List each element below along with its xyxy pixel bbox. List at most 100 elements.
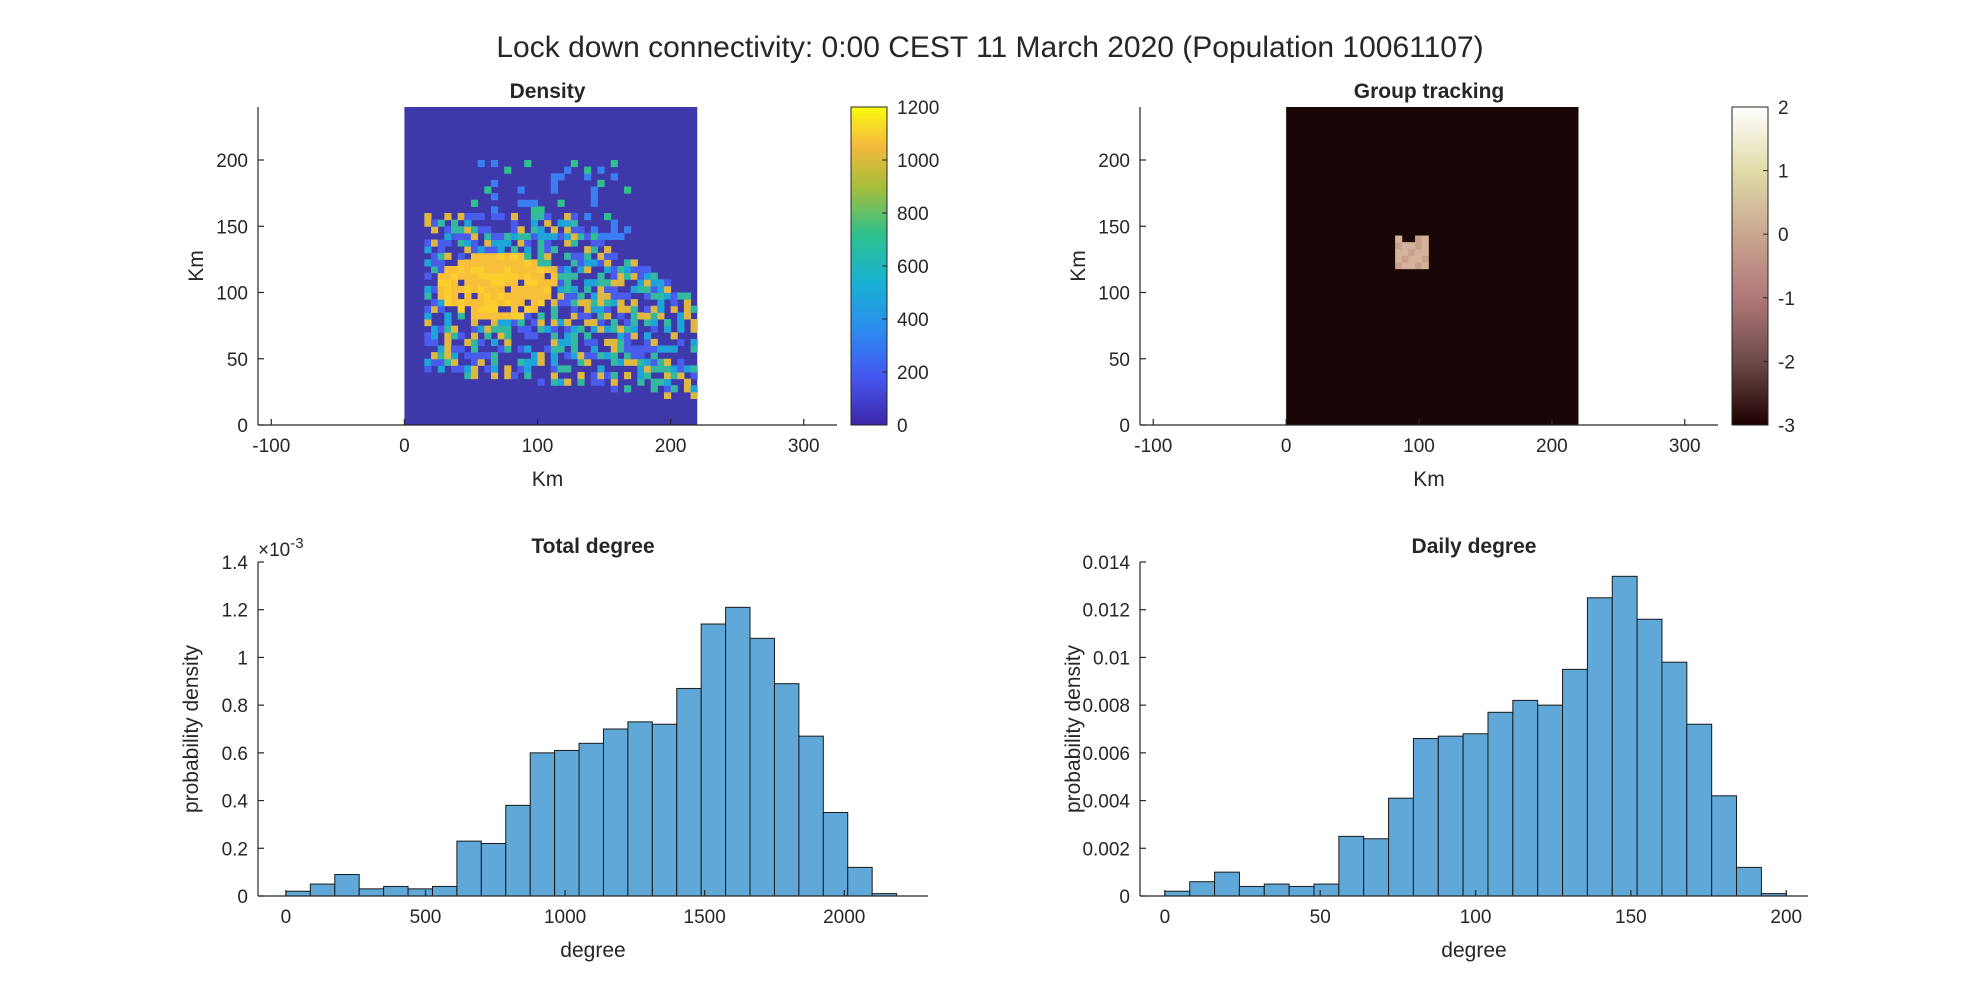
density-cell bbox=[663, 378, 672, 386]
density-cell bbox=[657, 292, 665, 300]
density-cell bbox=[470, 372, 479, 380]
density-cell bbox=[564, 378, 572, 386]
density-cell bbox=[537, 378, 545, 386]
density-cell bbox=[464, 213, 472, 221]
density-cell bbox=[510, 372, 519, 380]
y-tick-label: 0 bbox=[1119, 416, 1130, 437]
density-cell bbox=[437, 239, 445, 247]
density-cell bbox=[644, 332, 652, 340]
density-cell bbox=[670, 299, 678, 307]
density-cell bbox=[550, 312, 558, 320]
density-cell bbox=[517, 358, 525, 366]
x-tick-label: 200 bbox=[1536, 436, 1568, 457]
density-cell bbox=[617, 299, 625, 307]
total-degree-ylabel: probability density bbox=[180, 644, 203, 813]
density-cell bbox=[630, 266, 638, 274]
y-tick-label: 50 bbox=[227, 350, 248, 371]
density-cell bbox=[550, 378, 558, 386]
density-cell bbox=[464, 272, 472, 280]
density-cell bbox=[477, 160, 485, 168]
density-cell bbox=[577, 378, 585, 386]
histogram-bar bbox=[480, 843, 507, 897]
total-degree-bars bbox=[285, 606, 898, 897]
density-cell bbox=[524, 372, 532, 380]
density-cell bbox=[537, 232, 545, 240]
density-cell bbox=[451, 332, 459, 340]
density-cell bbox=[624, 266, 632, 274]
density-cell bbox=[464, 352, 472, 360]
histogram-bar bbox=[749, 637, 775, 897]
density-cell bbox=[550, 173, 558, 181]
density-cell bbox=[570, 292, 578, 300]
density-cell bbox=[470, 272, 479, 280]
histogram-bar bbox=[1487, 711, 1514, 897]
density-cell bbox=[477, 266, 485, 274]
histogram-bar bbox=[1586, 597, 1613, 897]
density-cell bbox=[550, 232, 558, 240]
group-cell bbox=[1401, 248, 1409, 256]
density-cell bbox=[451, 299, 459, 307]
density-cell bbox=[517, 252, 525, 260]
density-cell bbox=[564, 266, 572, 274]
density-cell bbox=[510, 305, 519, 313]
density-cell bbox=[584, 312, 592, 320]
density-cell bbox=[530, 292, 539, 300]
x-tick-label: 100 bbox=[522, 436, 554, 457]
density-cell bbox=[584, 246, 592, 254]
density-cell bbox=[590, 259, 598, 267]
density-cell bbox=[604, 232, 612, 240]
density-cell bbox=[637, 372, 645, 380]
density-cell bbox=[437, 292, 445, 300]
density-cell bbox=[550, 352, 558, 360]
density-cell bbox=[624, 352, 632, 360]
density-cell bbox=[424, 219, 432, 227]
density-cell bbox=[550, 179, 558, 187]
density-cell bbox=[650, 285, 658, 293]
density-cell bbox=[624, 259, 632, 267]
colorbar-tick-label: 800 bbox=[897, 204, 929, 225]
density-cell bbox=[650, 325, 658, 333]
density-cell bbox=[564, 232, 572, 240]
density-cell bbox=[524, 312, 532, 320]
density-cell bbox=[517, 199, 525, 207]
colorbar-tick-label: -3 bbox=[1778, 416, 1795, 437]
density-cell bbox=[690, 372, 698, 380]
density-cell bbox=[437, 272, 445, 280]
density-cell bbox=[630, 259, 638, 267]
density-cell bbox=[490, 160, 499, 168]
density-cell bbox=[597, 372, 605, 380]
density-cell bbox=[557, 279, 565, 287]
density-cell bbox=[544, 292, 552, 300]
density-cell bbox=[570, 285, 578, 293]
density-cell bbox=[537, 246, 545, 254]
density-cell bbox=[504, 299, 512, 307]
density-cell bbox=[590, 372, 598, 380]
histogram-bar bbox=[651, 723, 678, 897]
density-cell bbox=[544, 239, 552, 247]
density-cell bbox=[610, 385, 618, 393]
density-cell bbox=[610, 160, 618, 168]
density-cell bbox=[590, 325, 598, 333]
density-cell bbox=[524, 358, 532, 366]
histogram-bar bbox=[383, 885, 409, 897]
group-cell bbox=[1395, 242, 1403, 250]
density-cell bbox=[570, 345, 578, 353]
histogram-bar bbox=[309, 883, 336, 897]
density-cell bbox=[650, 358, 658, 366]
histogram-bar bbox=[554, 749, 580, 897]
density-cell bbox=[597, 272, 605, 280]
density-cell bbox=[624, 345, 632, 353]
histogram-bar bbox=[529, 752, 556, 897]
density-cell bbox=[424, 312, 432, 320]
density-cell bbox=[504, 239, 512, 247]
density-cell bbox=[510, 246, 519, 254]
density-cell bbox=[644, 266, 652, 274]
density-cell bbox=[524, 246, 532, 254]
density-cell bbox=[584, 232, 592, 240]
density-cell bbox=[584, 266, 592, 274]
density-cell bbox=[550, 299, 558, 307]
density-cell bbox=[484, 332, 492, 340]
density-cell bbox=[470, 246, 479, 254]
density-cell bbox=[577, 372, 585, 380]
density-cell bbox=[610, 325, 618, 333]
